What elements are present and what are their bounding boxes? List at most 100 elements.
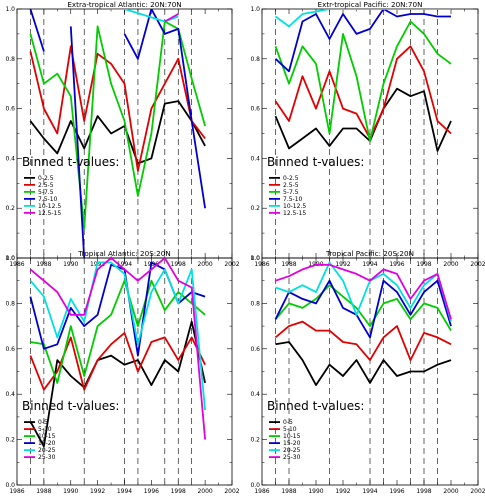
y-tick-label: 0.6	[5, 346, 15, 353]
legend-label-2: 2.5-5	[38, 182, 54, 189]
legend-label-2: 2.5-5	[283, 182, 299, 189]
y-tick-label: 0.2	[5, 205, 15, 212]
series-line-5	[29, 261, 206, 411]
y-tick-label: 0.6	[250, 346, 260, 353]
legend-label-3: 10-15	[283, 433, 301, 440]
y-tick-label: 1.0	[5, 6, 15, 13]
y-tick-label: 1.0	[250, 255, 260, 262]
legend-label-5: 10-12.5	[38, 203, 61, 210]
legend-label-3: 5-7.5	[283, 189, 299, 196]
series-line-3	[274, 284, 452, 332]
x-tick-label: 2002	[224, 488, 239, 495]
x-tick-label: 1990	[63, 488, 78, 495]
x-tick-label: 1988	[36, 488, 51, 495]
series-line-1	[274, 87, 452, 152]
legend-label-1: 0-2.5	[38, 175, 54, 182]
chart-panel-3: Tropical Atlantic: 20S:20N 1986 1988 1990 19…	[5, 249, 239, 495]
legend-label-1: 0-5	[283, 419, 293, 426]
x-tick-label: 2000	[443, 261, 458, 268]
x-tick-label: 1994	[117, 261, 132, 268]
x-tick-label: 2000	[443, 488, 458, 495]
x-tick-label: 1998	[171, 261, 186, 268]
series-line-6	[275, 263, 452, 320]
series-line-4	[29, 9, 206, 258]
y-tick-label: 0.0	[5, 482, 15, 489]
series-line-1	[29, 320, 206, 448]
y-tick-label: 0.8	[5, 300, 15, 307]
series-line-3	[274, 20, 452, 142]
annotation: Binned t-values:	[22, 399, 119, 413]
legend-label-6: 25-30	[283, 454, 301, 461]
legend-label-1: 0-2.5	[283, 175, 299, 182]
series-line-2	[29, 45, 206, 172]
y-tick-label: 0.8	[5, 56, 15, 63]
series-line-3	[30, 279, 206, 384]
series-line-1	[29, 100, 206, 165]
series-line-4	[274, 279, 452, 339]
y-tick-label: 0.8	[250, 300, 260, 307]
x-tick-label: 1990	[308, 488, 323, 495]
y-tick-label: 0.4	[250, 155, 260, 162]
chart-title: Tropical Atlantic: 20S:20N	[77, 249, 170, 258]
series-line-1	[275, 341, 452, 386]
legend-label-6: 12.5-15	[283, 210, 306, 217]
y-tick-label: 0.4	[250, 391, 260, 398]
chart-panel-4: Tropical Pacific: 20S:20N 1986 1988 1990 199…	[250, 249, 485, 495]
y-tick-label: 0.6	[5, 106, 15, 113]
x-tick-label: 1996	[389, 488, 404, 495]
y-tick-label: 0.8	[250, 56, 260, 63]
annotation: Binned t-values:	[267, 399, 364, 413]
y-tick-label: 0.0	[250, 482, 260, 489]
legend-label-5: 20-25	[283, 447, 301, 454]
legend-label-3: 5-7.5	[38, 189, 54, 196]
series-line-5	[274, 9, 451, 28]
legend-label-5: 10-12.5	[283, 203, 306, 210]
y-tick-label: 0.0	[250, 255, 260, 262]
x-tick-label: 2002	[470, 488, 485, 495]
series-line-4	[29, 261, 206, 357]
x-tick-label: 1994	[117, 488, 132, 495]
series-line-2	[274, 45, 452, 140]
x-tick-label: 2000	[197, 488, 212, 495]
x-tick-label: 1996	[144, 488, 159, 495]
x-tick-label: 1988	[281, 261, 296, 268]
x-tick-label: 1986	[9, 488, 24, 495]
legend-label-1: 0-5	[38, 419, 48, 426]
series-line-2	[29, 332, 206, 391]
y-tick-label: 0.2	[250, 205, 260, 212]
series-line-6	[29, 258, 206, 440]
chart-title: Extr-tropical Pacific: 20N:70N	[318, 0, 423, 9]
legend-label-2: 5-10	[283, 426, 297, 433]
series-line-6	[164, 13, 179, 23]
y-tick-label: 0.4	[5, 155, 15, 162]
x-tick-label: 1998	[171, 488, 186, 495]
legend-label-4: 7.5-10	[283, 196, 303, 203]
annotation: Binned t-values:	[267, 155, 364, 169]
chart-title: Extra-tropical Atlantic: 20N:70N	[67, 0, 181, 9]
legend-label-5: 20-25	[38, 447, 56, 454]
x-tick-label: 1990	[63, 261, 78, 268]
series-line-2	[274, 320, 452, 361]
x-tick-label: 1986	[254, 488, 269, 495]
series-line-3	[29, 20, 206, 229]
x-tick-label: 1994	[362, 261, 377, 268]
legend-label-2: 5-10	[38, 426, 52, 433]
legend-label-4: 15-20	[38, 440, 56, 447]
y-tick-label: 0.6	[250, 106, 260, 113]
x-tick-label: 1998	[416, 488, 431, 495]
annotation: Binned t-values:	[22, 155, 119, 169]
series-line-5	[275, 261, 452, 322]
series-line-5	[111, 9, 179, 23]
y-tick-label: 0.2	[250, 437, 260, 444]
x-tick-label: 1992	[335, 261, 350, 268]
x-tick-label: 1988	[36, 261, 51, 268]
legend-label-6: 25-30	[38, 454, 56, 461]
chart-title: Tropical Pacific: 20S:20N	[325, 249, 414, 258]
y-tick-label: 0.2	[5, 437, 15, 444]
x-tick-label: 1992	[90, 488, 105, 495]
y-tick-label: 0.0	[5, 255, 15, 262]
legend-label-4: 7.5-10	[38, 196, 58, 203]
